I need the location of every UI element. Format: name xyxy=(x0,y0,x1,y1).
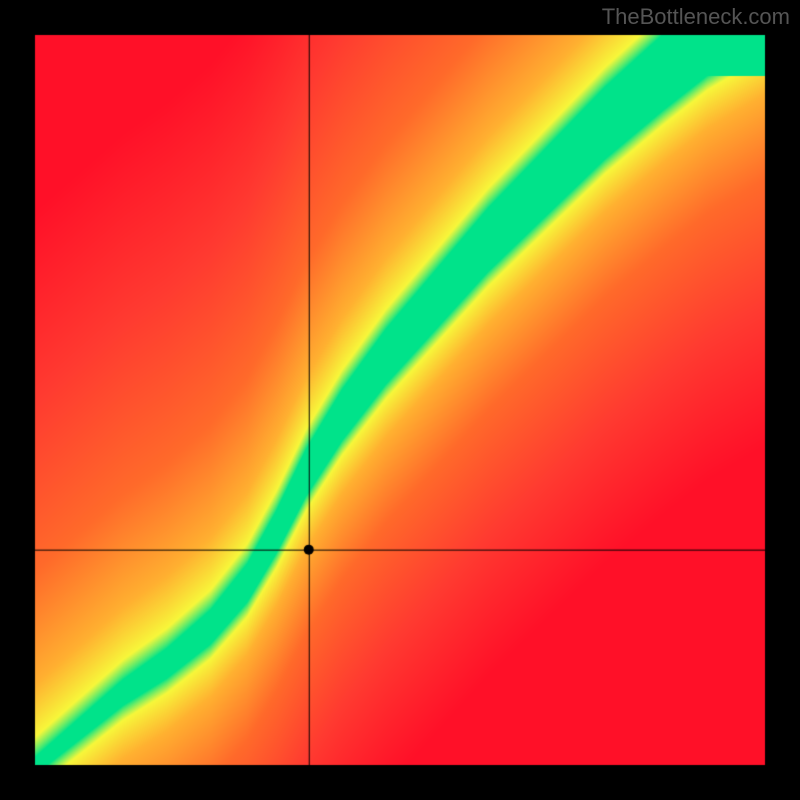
watermark-label: TheBottleneck.com xyxy=(602,4,790,30)
bottleneck-heatmap xyxy=(0,0,800,800)
chart-container: TheBottleneck.com xyxy=(0,0,800,800)
